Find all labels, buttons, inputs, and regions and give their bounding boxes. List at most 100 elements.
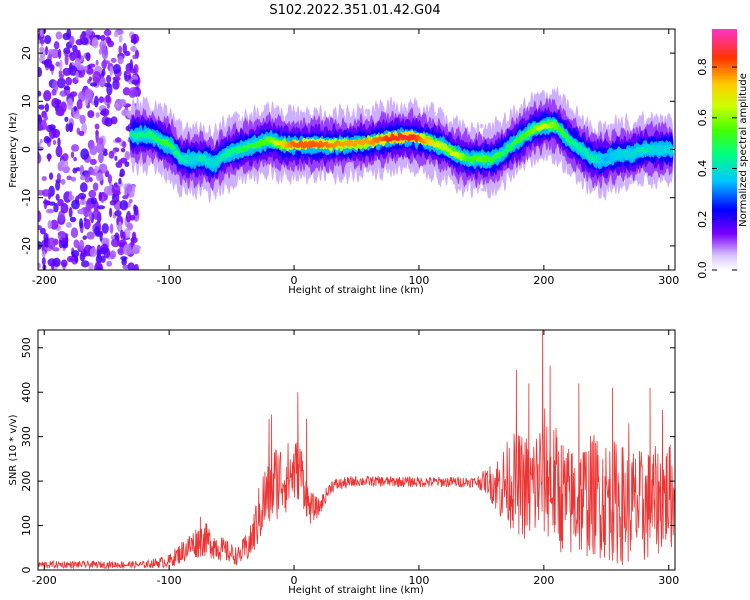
heatmap-noise-cell: [117, 159, 123, 166]
heatmap-noise-cell: [96, 266, 101, 270]
heatmap-noise-cell: [79, 33, 85, 42]
heatmap-noise-cell: [82, 235, 88, 240]
heatmap-noise-cell: [110, 57, 117, 63]
heatmap-noise-cell: [127, 262, 135, 270]
heatmap-noise-cell: [96, 205, 106, 210]
heatmap-noise-cell: [94, 123, 100, 130]
heatmap-noise-cell: [92, 71, 102, 83]
heatmap-noise-cell: [79, 114, 86, 125]
heatmap-noise-cell: [128, 87, 138, 97]
heatmap-noise-cell: [39, 29, 44, 38]
heatmap-ridge-cell: [589, 154, 595, 159]
colorbar-tick-label: 0.6: [696, 109, 709, 127]
heatmap-noise-cell: [109, 223, 114, 234]
heatmap-noise-cell: [74, 57, 81, 69]
heatmap-noise-cell: [41, 257, 46, 266]
heatmap-noise-cell: [43, 115, 48, 121]
heatmap-noise-cell: [38, 241, 43, 250]
heatmap-noise-cell: [99, 110, 107, 116]
heatmap-noise-cell: [68, 122, 74, 133]
heatmap-noise-cell: [111, 192, 120, 204]
heatmap-cells: [38, 29, 674, 270]
heatmap-noise-cell: [68, 190, 73, 200]
heatmap-noise-cell: [49, 219, 59, 230]
heatmap-noise-cell: [130, 38, 137, 44]
heatmap-noise-cell: [125, 210, 132, 223]
heatmap-ridge-cell: [175, 151, 181, 156]
heatmap-noise-cell: [105, 94, 111, 104]
heatmap-noise-cell: [92, 182, 99, 192]
heatmap-speckle-cell: [479, 123, 484, 129]
heatmap-noise-cell: [129, 59, 134, 71]
heatmap-noise-cell: [117, 248, 125, 256]
heatmap-noise-cell: [69, 216, 77, 223]
heatmap-noise-cell: [57, 137, 61, 148]
heatmap-noise-cell: [79, 199, 87, 206]
heatmap-noise-cell: [55, 31, 63, 40]
heatmap-noise-cell: [42, 200, 51, 205]
heatmap-ytick-label: 0: [20, 146, 33, 153]
heatmap-noise-cell: [73, 156, 77, 162]
heatmap-noise-cell: [101, 60, 108, 69]
heatmap-noise-cell: [65, 76, 73, 86]
snr-panel: -200 -100 0 100 200 300 0 100 200 300 400 500 Heigh…: [8, 329, 679, 596]
colorbar-tick-label: 0.0: [696, 261, 709, 279]
colorbar-tick-label: 0.2: [696, 211, 709, 229]
heatmap-noise-cell: [121, 141, 127, 148]
heatmap-noise-cell: [104, 117, 113, 127]
heatmap-noise-cell: [122, 87, 131, 96]
heatmap-noise-cell: [58, 210, 65, 222]
heatmap-noise-cell: [107, 40, 115, 48]
heatmap-noise-cell: [52, 247, 60, 252]
heatmap-noise-cell: [52, 80, 59, 92]
heatmap-noise-cell: [90, 197, 97, 205]
heatmap-noise-cell: [72, 44, 78, 53]
heatmap-noise-cell: [109, 181, 113, 193]
heatmap-noise-cell: [59, 59, 63, 71]
heatmap-noise-cell: [81, 122, 87, 134]
snr-ytick-label: 300: [20, 426, 33, 447]
heatmap-noise-cell: [66, 175, 73, 181]
heatmap-noise-cell: [124, 151, 131, 161]
heatmap-noise-cell: [71, 199, 80, 210]
heatmap-noise-cell: [103, 29, 112, 36]
heatmap-noise-cell: [110, 238, 118, 247]
heatmap-noise-cell: [60, 178, 66, 185]
heatmap-xlabel: Height of straight line (km): [288, 285, 424, 296]
heatmap-noise-cell: [46, 208, 55, 214]
heatmap-noise-cell: [79, 218, 84, 229]
heatmap-noise-cell: [96, 142, 105, 154]
heatmap-noise-cell: [112, 76, 121, 81]
heatmap-noise-cell: [84, 88, 93, 101]
heatmap-noise-cell: [91, 37, 99, 49]
heatmap-noise-cell: [38, 90, 42, 97]
heatmap-noise-cell: [106, 260, 113, 267]
colorbar-ticks: 0.0 0.2 0.4 0.6 0.8: [696, 58, 737, 279]
heatmap-noise-cell: [63, 86, 71, 91]
heatmap-noise-cell: [126, 222, 133, 231]
heatmap-noise-cell: [52, 139, 57, 146]
heatmap-noise-cell: [78, 130, 85, 137]
heatmap-noise-cell: [118, 35, 123, 43]
heatmap-noise-cell: [74, 254, 79, 263]
heatmap-noise-cell: [57, 48, 62, 60]
colorbar: 0.0 0.2 0.4 0.6 0.8 Normalized spectral ampl…: [696, 29, 749, 279]
heatmap-noise-cell: [98, 96, 105, 103]
snr-ytick-label: 400: [20, 382, 33, 403]
heatmap-noise-cell: [58, 70, 63, 76]
heatmap-noise-cell: [132, 54, 137, 60]
heatmap-xtick-label: -200: [32, 274, 57, 287]
heatmap-ytick-label: -20: [20, 237, 33, 255]
heatmap-noise-cell: [88, 189, 97, 198]
heatmap-noise-cell: [114, 210, 122, 217]
snr-xtick-label: -100: [157, 574, 182, 587]
heatmap-noise-cell: [70, 151, 75, 159]
heatmap-noise-cell: [53, 202, 59, 213]
heatmap-noise-cell: [38, 66, 43, 78]
heatmap-noise-cell: [38, 146, 44, 152]
heatmap-noise-cell: [79, 182, 88, 193]
heatmap-noise-cell: [47, 258, 57, 267]
heatmap-noise-cell: [38, 210, 42, 223]
heatmap-noise-cell: [99, 40, 107, 51]
